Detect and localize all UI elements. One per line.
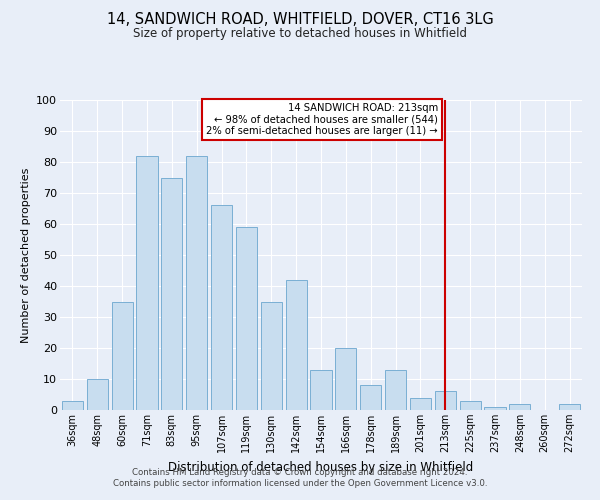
Bar xyxy=(435,392,456,410)
Bar xyxy=(360,385,381,410)
Bar xyxy=(484,407,506,410)
Bar xyxy=(335,348,356,410)
Bar xyxy=(310,370,332,410)
Bar xyxy=(87,379,108,410)
Bar xyxy=(161,178,182,410)
Text: Size of property relative to detached houses in Whitfield: Size of property relative to detached ho… xyxy=(133,28,467,40)
Bar xyxy=(286,280,307,410)
Text: 14, SANDWICH ROAD, WHITFIELD, DOVER, CT16 3LG: 14, SANDWICH ROAD, WHITFIELD, DOVER, CT1… xyxy=(107,12,493,28)
Y-axis label: Number of detached properties: Number of detached properties xyxy=(20,168,31,342)
Bar xyxy=(509,404,530,410)
Text: 14 SANDWICH ROAD: 213sqm
← 98% of detached houses are smaller (544)
2% of semi-d: 14 SANDWICH ROAD: 213sqm ← 98% of detach… xyxy=(206,103,438,136)
Bar xyxy=(385,370,406,410)
Bar xyxy=(112,302,133,410)
Bar xyxy=(559,404,580,410)
Bar xyxy=(186,156,207,410)
Bar xyxy=(136,156,158,410)
Bar xyxy=(62,400,83,410)
Bar xyxy=(261,302,282,410)
Bar xyxy=(236,227,257,410)
Text: Contains HM Land Registry data © Crown copyright and database right 2024.
Contai: Contains HM Land Registry data © Crown c… xyxy=(113,468,487,487)
Bar xyxy=(460,400,481,410)
X-axis label: Distribution of detached houses by size in Whitfield: Distribution of detached houses by size … xyxy=(169,460,473,473)
Bar xyxy=(211,206,232,410)
Bar xyxy=(410,398,431,410)
